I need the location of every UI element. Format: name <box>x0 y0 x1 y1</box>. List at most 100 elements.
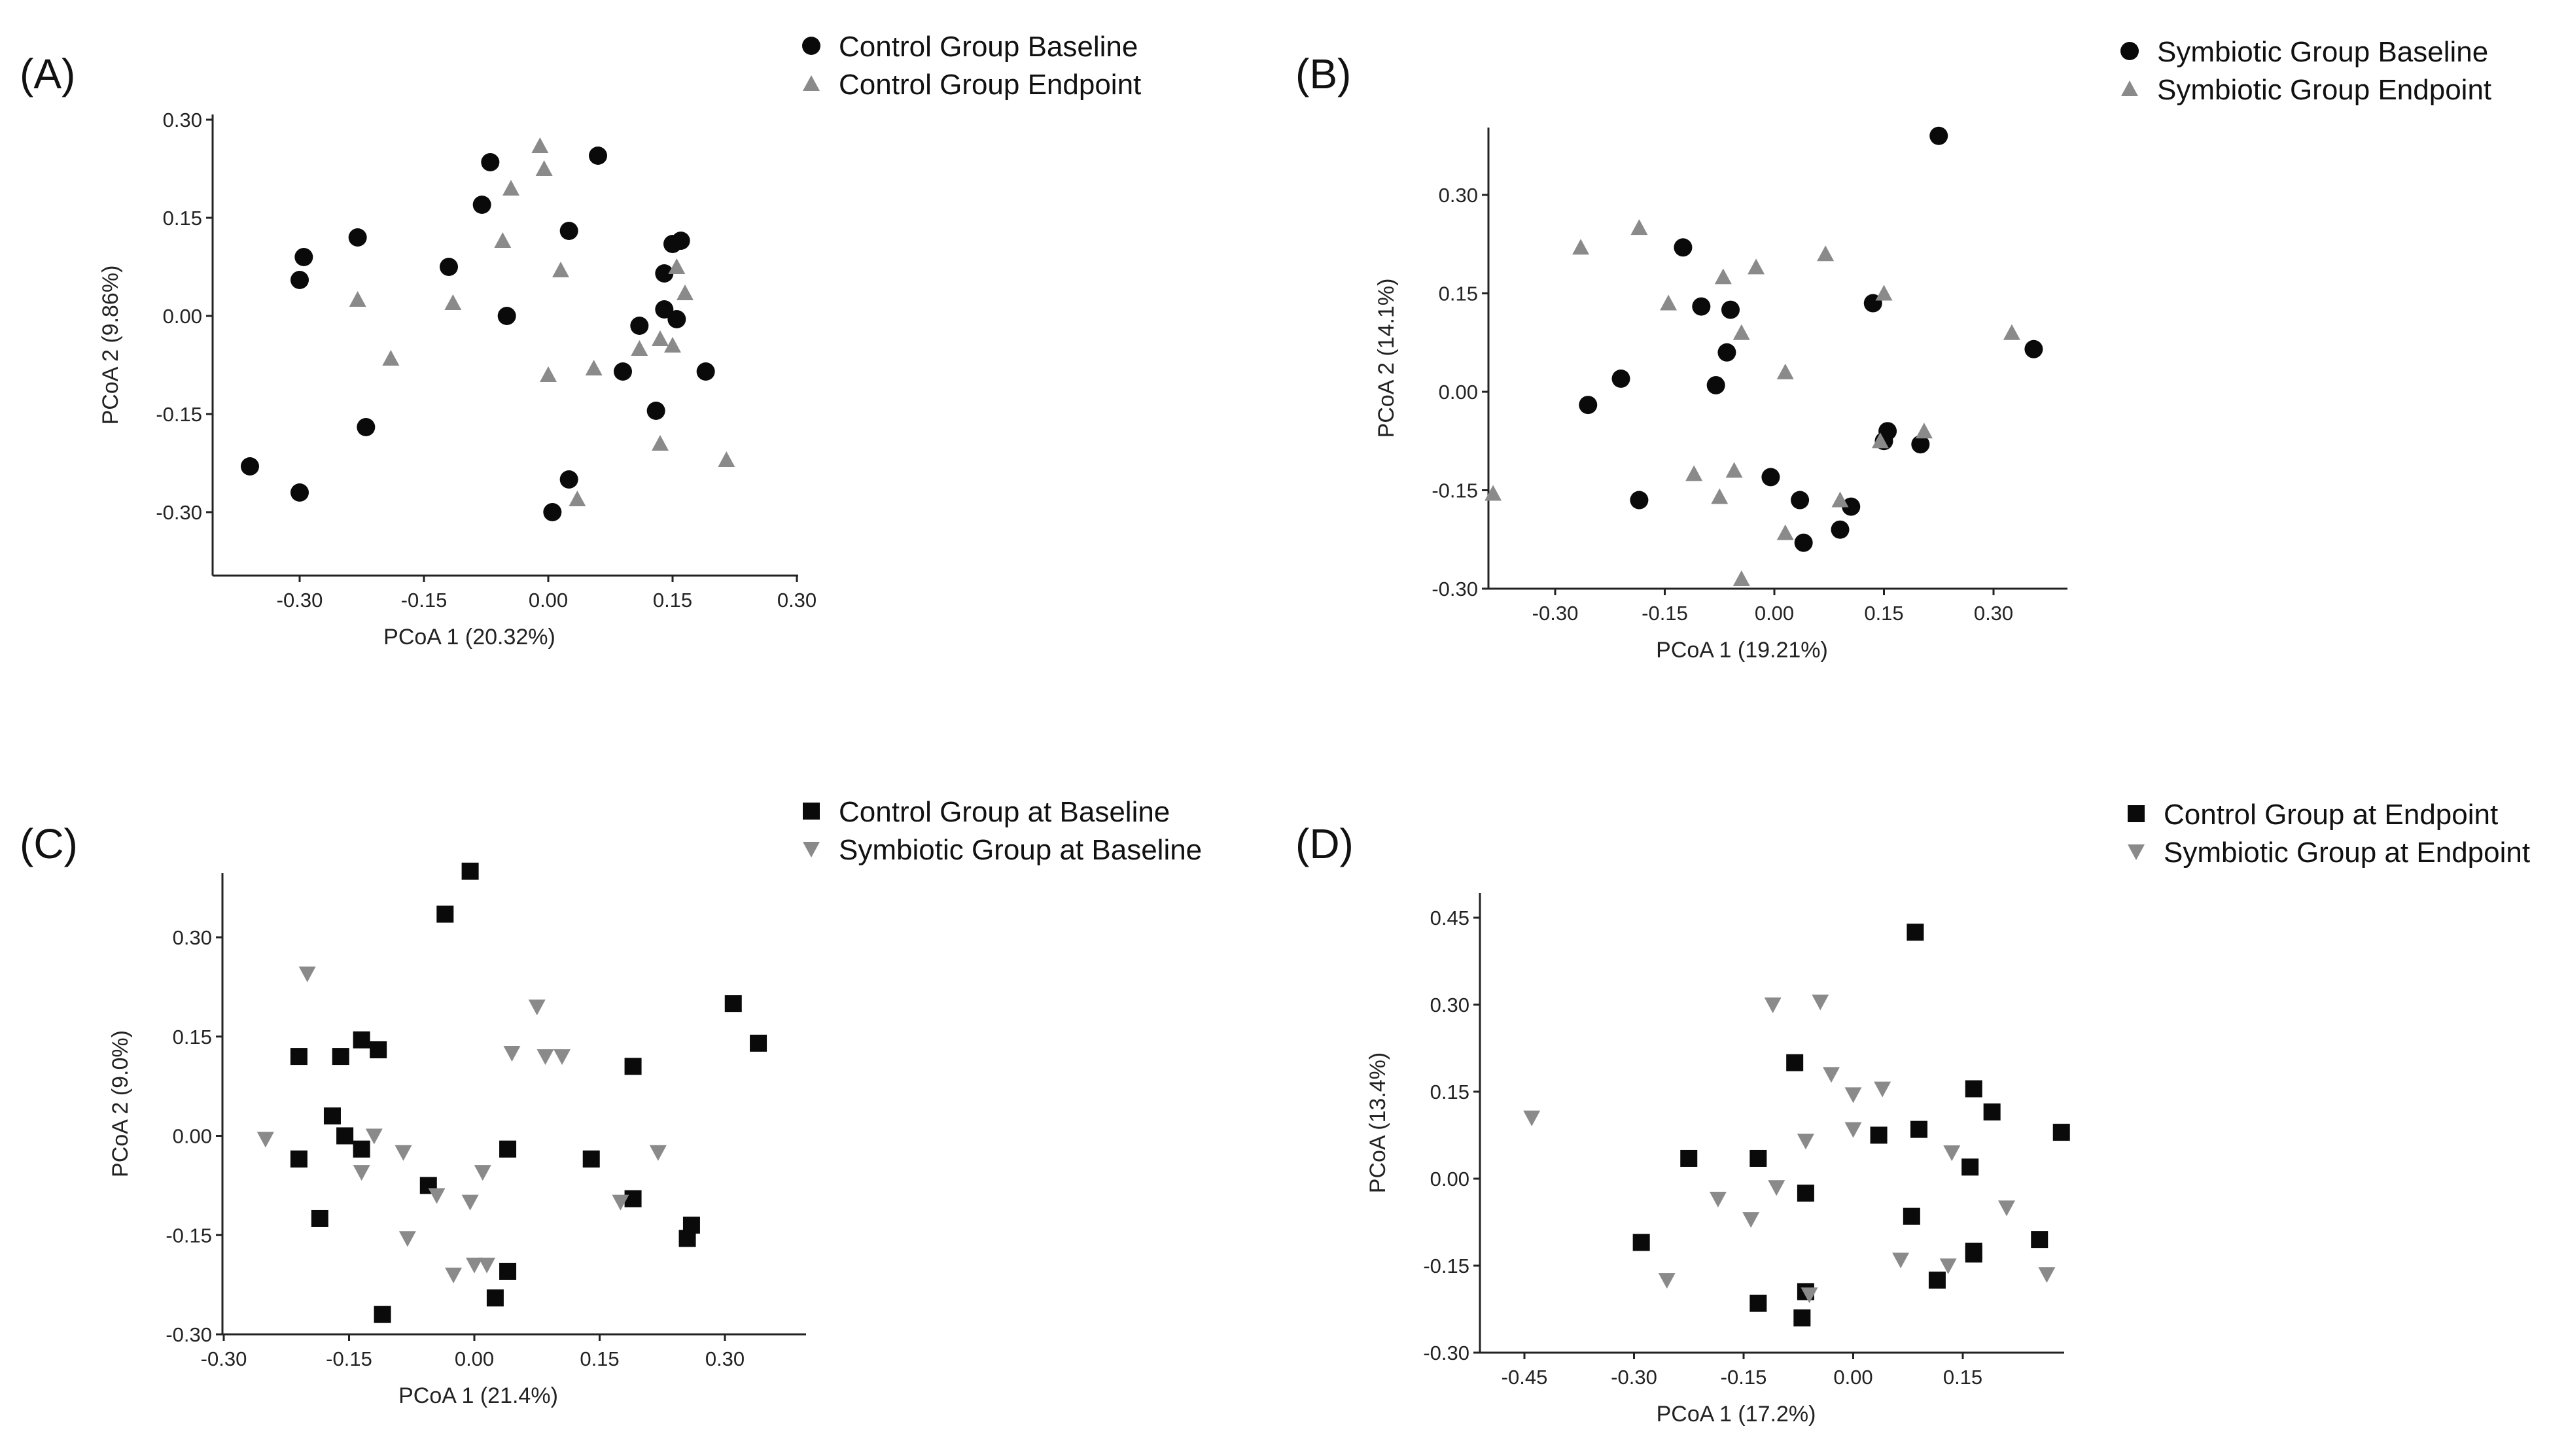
y-tick-label: 0.15 <box>173 1026 212 1049</box>
data-point <box>382 350 400 366</box>
x-tick-label: 0.00 <box>1755 602 1794 625</box>
y-tick-label: 0.00 <box>1439 381 1478 404</box>
data-point <box>589 147 607 165</box>
data-point <box>497 307 516 325</box>
panel-d: (D) -0.45 -0.30 -0.15 0.00 0.15 -0.30 -0.15 0.00… <box>1295 799 2530 1427</box>
x-tick-label: 0.15 <box>1943 1366 1982 1389</box>
data-point <box>1611 369 1630 388</box>
data-point <box>428 1188 446 1204</box>
x-tick-label: 0.30 <box>705 1347 745 1370</box>
legend-label: Symbiotic Group at Endpoint <box>2164 837 2530 869</box>
data-point <box>2024 339 2043 358</box>
data-point <box>256 1132 274 1148</box>
data-point <box>1910 1120 1927 1138</box>
y-tick-label: -0.15 <box>156 403 202 426</box>
data-point <box>1871 432 1889 449</box>
data-point <box>348 228 367 247</box>
y-tick-label: 0.30 <box>163 109 202 131</box>
y-tick-label: 0.15 <box>1439 283 1478 305</box>
y-axis-label: PCoA 2 (14.1%) <box>1374 279 1399 438</box>
data-point <box>445 1267 463 1283</box>
data-point <box>1711 488 1729 504</box>
data-point <box>554 1049 571 1066</box>
data-point <box>472 196 491 214</box>
data-point <box>1915 423 1933 439</box>
data-point <box>1658 1273 1676 1289</box>
data-point <box>440 258 458 276</box>
data-point <box>724 995 742 1013</box>
y-tick-label: 0.30 <box>1439 184 1478 207</box>
x-tick-label: 0.15 <box>580 1347 619 1370</box>
legend-marker <box>2128 844 2145 860</box>
data-point <box>444 294 462 310</box>
data-point <box>357 418 376 436</box>
data-point <box>1685 465 1703 481</box>
data-point <box>365 1128 383 1145</box>
legend-marker <box>803 803 820 820</box>
data-point <box>1721 300 1740 319</box>
data-point <box>528 999 546 1016</box>
data-point <box>1523 1110 1541 1126</box>
data-point <box>494 232 512 248</box>
y-tick-label: 0.45 <box>1430 907 1469 929</box>
data-point <box>241 457 259 476</box>
data-point <box>1793 1309 1811 1326</box>
panel-label: (B) <box>1295 50 1351 97</box>
data-point <box>1965 1245 1982 1263</box>
x-tick-label: 0.30 <box>777 589 817 612</box>
panel-b: (B) -0.30 -0.15 0.00 0.15 0.30 -0.30 -0.15 0.00 0… <box>1295 36 2491 663</box>
data-point <box>718 451 735 467</box>
data-point <box>370 1041 387 1058</box>
data-point <box>1797 1134 1814 1150</box>
legend-marker <box>802 37 820 55</box>
legend-marker <box>803 75 820 91</box>
data-point <box>2038 1267 2056 1283</box>
data-point <box>2052 1124 2070 1141</box>
data-point <box>1801 1287 1818 1304</box>
data-point <box>1929 126 1948 145</box>
data-point <box>1717 343 1736 362</box>
x-tick-label: -0.30 <box>1532 602 1579 625</box>
data-point <box>398 1231 416 1247</box>
data-point <box>336 1127 354 1145</box>
data-point <box>1709 1192 1727 1208</box>
data-point <box>298 966 316 982</box>
data-point <box>1928 1272 1946 1289</box>
y-tick-label: -0.30 <box>1432 578 1478 600</box>
y-tick-label: -0.15 <box>1423 1255 1469 1277</box>
y-tick-label: -0.30 <box>1423 1342 1469 1364</box>
legend-label: Symbiotic Group Baseline <box>2157 36 2488 68</box>
legend-label: Control Group Endpoint <box>839 69 1141 101</box>
data-point <box>668 258 686 274</box>
panel-label: (C) <box>20 820 78 867</box>
data-point <box>1786 1054 1804 1071</box>
data-point <box>353 1031 370 1049</box>
data-point <box>1630 219 1648 235</box>
y-tick-label: -0.15 <box>166 1224 212 1247</box>
data-point <box>1764 997 1782 1013</box>
data-point <box>486 1289 504 1307</box>
data-point <box>290 1048 308 1066</box>
data-point <box>1761 468 1780 487</box>
data-point <box>1680 1149 1698 1167</box>
data-point <box>1998 1200 2015 1217</box>
legend-label: Symbiotic Group at Baseline <box>839 834 1202 866</box>
data-point <box>1706 375 1725 394</box>
legend-marker <box>2128 805 2145 822</box>
x-tick-label: 0.00 <box>1833 1366 1872 1389</box>
data-point <box>677 285 694 300</box>
data-point <box>1907 924 1924 941</box>
data-point <box>1817 245 1835 262</box>
data-point <box>612 1194 629 1211</box>
data-point <box>1749 1294 1767 1312</box>
data-point <box>1632 1234 1650 1251</box>
legend-label: Symbiotic Group Endpoint <box>2157 74 2491 106</box>
data-point <box>1749 1149 1767 1167</box>
data-point <box>540 366 557 382</box>
data-point <box>1875 285 1893 301</box>
y-tick-label: -0.15 <box>1432 479 1478 502</box>
x-tick-label: -0.15 <box>1642 602 1688 625</box>
data-point <box>461 1194 479 1211</box>
data-point <box>649 1145 667 1161</box>
data-point <box>1911 435 1930 454</box>
